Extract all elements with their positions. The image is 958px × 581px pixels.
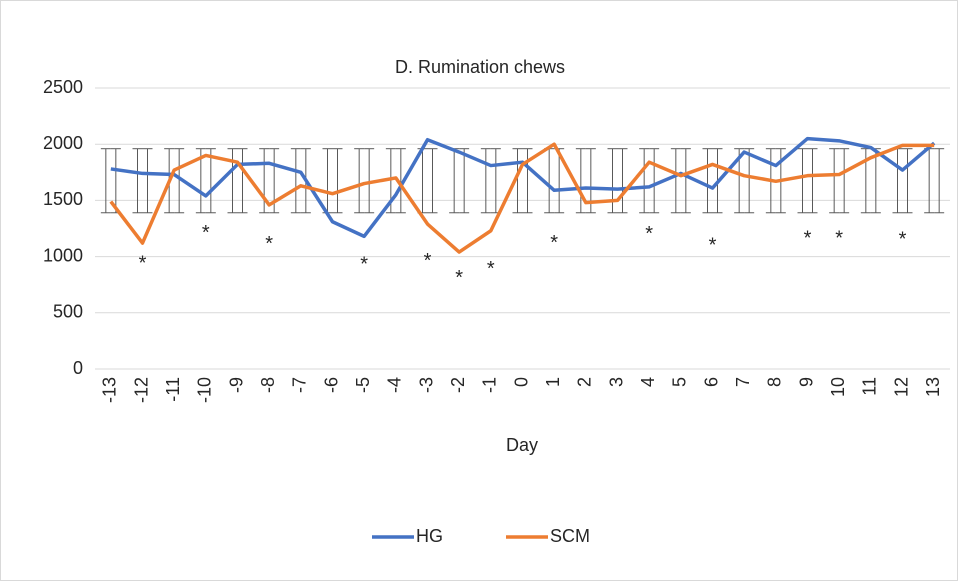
- x-tick-label: -10: [195, 377, 215, 403]
- y-tick-label: 2000: [43, 133, 83, 153]
- x-tick-label: 6: [701, 377, 721, 387]
- x-tick-label: -5: [353, 377, 373, 393]
- x-tick-label: -12: [131, 377, 151, 403]
- annotation: *: [139, 252, 147, 274]
- annotation: *: [455, 267, 463, 289]
- annotation: *: [899, 229, 907, 251]
- x-tick-label: -2: [448, 377, 468, 393]
- annotation: *: [202, 222, 210, 244]
- x-tick-label: 1: [543, 377, 563, 387]
- legend-label: HG: [416, 526, 443, 546]
- x-tick-label: -13: [100, 377, 120, 403]
- x-tick-label: -9: [226, 377, 246, 393]
- x-tick-label: -7: [290, 377, 310, 393]
- y-tick-label: 1000: [43, 245, 83, 265]
- annotation: *: [709, 234, 717, 256]
- y-tick-label: 0: [73, 358, 83, 378]
- series-line: [110, 136, 936, 239]
- x-tick-label: 0: [511, 377, 531, 387]
- x-tick-label: 9: [796, 377, 816, 387]
- y-tick-label: 2500: [43, 77, 83, 97]
- x-axis-label: Day: [506, 435, 538, 455]
- x-tick-label: -1: [480, 377, 500, 393]
- x-tick-label: 7: [733, 377, 753, 387]
- x-tick-label: 2: [575, 377, 595, 387]
- annotation: *: [804, 228, 812, 250]
- annotation: *: [645, 223, 653, 245]
- annotation: *: [550, 232, 558, 254]
- annotation: *: [424, 250, 432, 272]
- x-tick-label: 8: [765, 377, 785, 387]
- x-tick-label: 4: [638, 377, 658, 387]
- x-tick-label: 3: [606, 377, 626, 387]
- y-tick-label: 500: [53, 302, 83, 322]
- y-tick-label: 1500: [43, 189, 83, 209]
- series-line: [109, 142, 935, 254]
- x-tick-label: -11: [163, 377, 183, 402]
- annotation: *: [835, 228, 843, 250]
- x-tick-label: 5: [670, 377, 690, 387]
- x-tick-label: -6: [321, 377, 341, 393]
- annotation: *: [360, 253, 368, 275]
- x-tick-label: -3: [416, 377, 436, 393]
- x-tick-label: -4: [385, 377, 405, 393]
- x-tick-label: -8: [258, 377, 278, 393]
- x-tick-label: 11: [860, 377, 880, 396]
- annotation: *: [265, 233, 273, 255]
- x-tick-label: 13: [923, 377, 943, 397]
- x-tick-label: 12: [891, 377, 911, 397]
- x-tick-label: 10: [828, 377, 848, 397]
- annotation: *: [487, 258, 495, 280]
- legend-label: SCM: [550, 526, 590, 546]
- chart-title: D. Rumination chews: [395, 57, 565, 77]
